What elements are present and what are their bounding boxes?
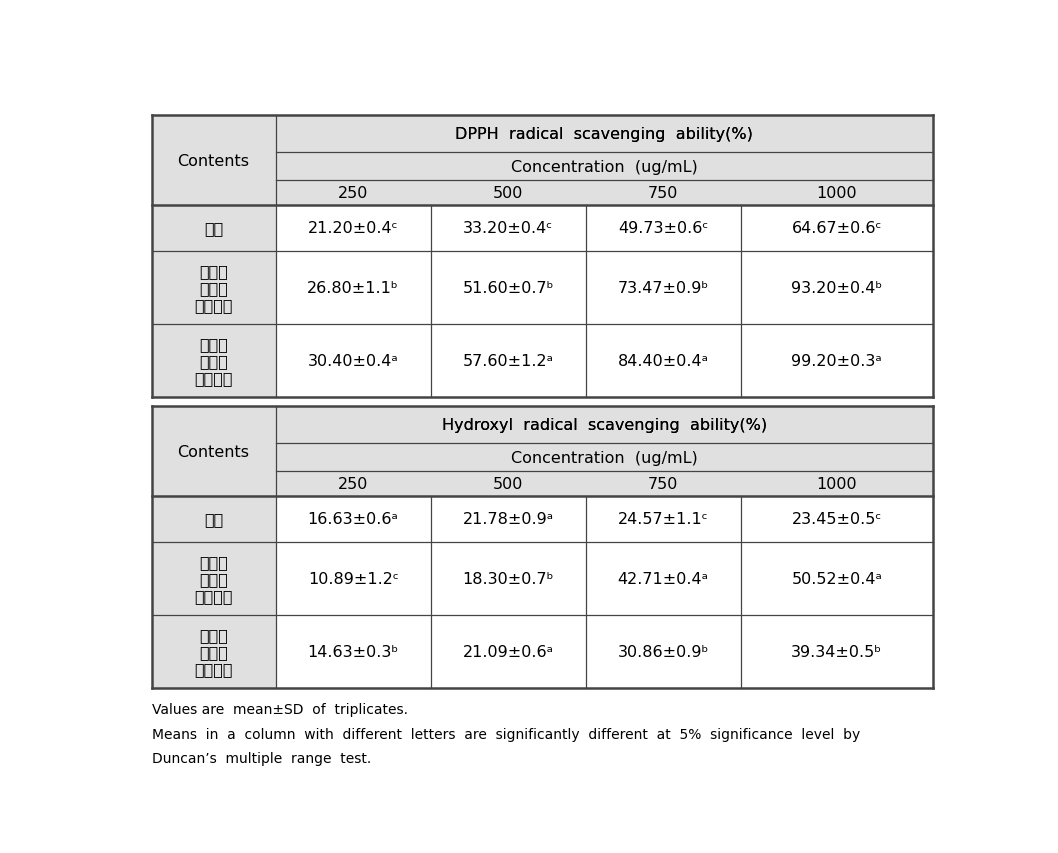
Text: 고령층: 고령층 [199,628,229,642]
Text: 42.71±0.4ᵃ: 42.71±0.4ᵃ [618,572,709,586]
Text: 23.45±0.5ᶜ: 23.45±0.5ᶜ [791,512,882,526]
Text: Contents: Contents [178,444,250,459]
Bar [276,325,933,397]
Bar [151,543,276,615]
Bar [151,181,933,206]
Bar [151,252,276,325]
Bar [276,206,933,252]
Text: 49.73±0.6ᶜ: 49.73±0.6ᶜ [618,221,708,236]
Text: Means  in  a  column  with  different  letters  are  significantly  different  a: Means in a column with different letters… [151,727,860,741]
Text: 93.20±0.4ᵇ: 93.20±0.4ᵇ [791,281,882,296]
Bar [151,154,933,181]
Text: 33.20±0.4ᶜ: 33.20±0.4ᶜ [463,221,553,236]
Text: 16.63±0.6ᵃ: 16.63±0.6ᵃ [308,512,399,526]
Text: 맞춤형: 맞춤형 [199,644,229,659]
Text: 39.34±0.5ᵇ: 39.34±0.5ᵇ [791,644,882,659]
Text: Hydroxyl  radical  scavenging  ability(%): Hydroxyl radical scavenging ability(%) [441,418,767,432]
Text: 24.57±1.1ᶜ: 24.57±1.1ᶜ [618,512,709,526]
Text: 73.47±0.9ᵇ: 73.47±0.9ᵇ [618,281,709,296]
Text: DPPH  radical  scavenging  ability(%): DPPH radical scavenging ability(%) [455,127,753,142]
Text: 500: 500 [493,476,524,491]
Text: 21.78±0.9ᵃ: 21.78±0.9ᵃ [462,512,553,526]
Bar [276,252,933,325]
Text: 백미: 백미 [204,512,223,526]
Text: 26.80±1.1ᵇ: 26.80±1.1ᵇ [307,281,399,296]
Bar [151,444,933,472]
Text: 99.20±0.3ᵃ: 99.20±0.3ᵃ [791,354,882,368]
Bar [151,325,276,397]
Text: 1000: 1000 [817,476,857,491]
Text: 혼합잡곳: 혼합잡곳 [195,589,233,603]
Text: 51.60±0.7ᵇ: 51.60±0.7ᵇ [462,281,554,296]
Text: 맞춤형: 맞춤형 [199,281,229,296]
Text: 맞춤형: 맞춤형 [199,572,229,586]
Text: 30.40±0.4ᵃ: 30.40±0.4ᵃ [308,354,399,368]
Text: 750: 750 [647,186,678,200]
Bar [276,615,933,688]
Text: 10.89±1.2ᶜ: 10.89±1.2ᶜ [308,572,399,586]
Bar [151,496,276,543]
Text: Concentration  (ug/mL): Concentration (ug/mL) [511,160,697,175]
Text: 50.52±0.4ᵃ: 50.52±0.4ᵃ [791,572,882,586]
Text: 57.60±1.2ᵃ: 57.60±1.2ᵃ [462,354,553,368]
Text: Hydroxyl  radical  scavenging  ability(%): Hydroxyl radical scavenging ability(%) [441,418,767,432]
Text: 청소년: 청소년 [199,264,229,279]
Text: 백미: 백미 [204,221,223,236]
Text: Duncan’s  multiple  range  test.: Duncan’s multiple range test. [151,751,371,765]
Bar [151,407,933,444]
Text: 고령층: 고령층 [199,337,229,351]
Bar [151,472,933,496]
Text: 14.63±0.3ᵇ: 14.63±0.3ᵇ [308,644,399,659]
Bar [151,615,276,688]
Text: 1000: 1000 [817,186,857,200]
Text: 21.09±0.6ᵃ: 21.09±0.6ᵃ [462,644,553,659]
Text: 64.67±0.6ᶜ: 64.67±0.6ᶜ [791,221,882,236]
Text: 30.86±0.9ᵇ: 30.86±0.9ᵇ [618,644,709,659]
Text: 18.30±0.7ᵇ: 18.30±0.7ᵇ [462,572,554,586]
Text: 21.20±0.4ᶜ: 21.20±0.4ᶜ [308,221,399,236]
Text: 84.40±0.4ᵃ: 84.40±0.4ᵃ [618,354,709,368]
Text: Concentration  (ug/mL): Concentration (ug/mL) [511,450,697,465]
Text: Contents: Contents [178,154,250,168]
Text: 맞춤형: 맞춤형 [199,354,229,368]
Text: 750: 750 [647,476,678,491]
Text: Values are  mean±SD  of  triplicates.: Values are mean±SD of triplicates. [151,702,407,717]
Bar [276,543,933,615]
Text: 청소년: 청소년 [199,554,229,570]
Text: 혼합잡곳: 혼합잡곳 [195,370,233,386]
Text: 500: 500 [493,186,524,200]
Bar [151,116,933,154]
Bar [151,206,276,252]
Text: DPPH  radical  scavenging  ability(%): DPPH radical scavenging ability(%) [455,127,753,142]
Bar [276,496,933,543]
Text: 250: 250 [338,186,368,200]
Text: 250: 250 [338,476,368,491]
Text: 혼합잡곳: 혼합잡곳 [195,661,233,676]
Text: 혼합잡곳: 혼합잡곳 [195,298,233,312]
